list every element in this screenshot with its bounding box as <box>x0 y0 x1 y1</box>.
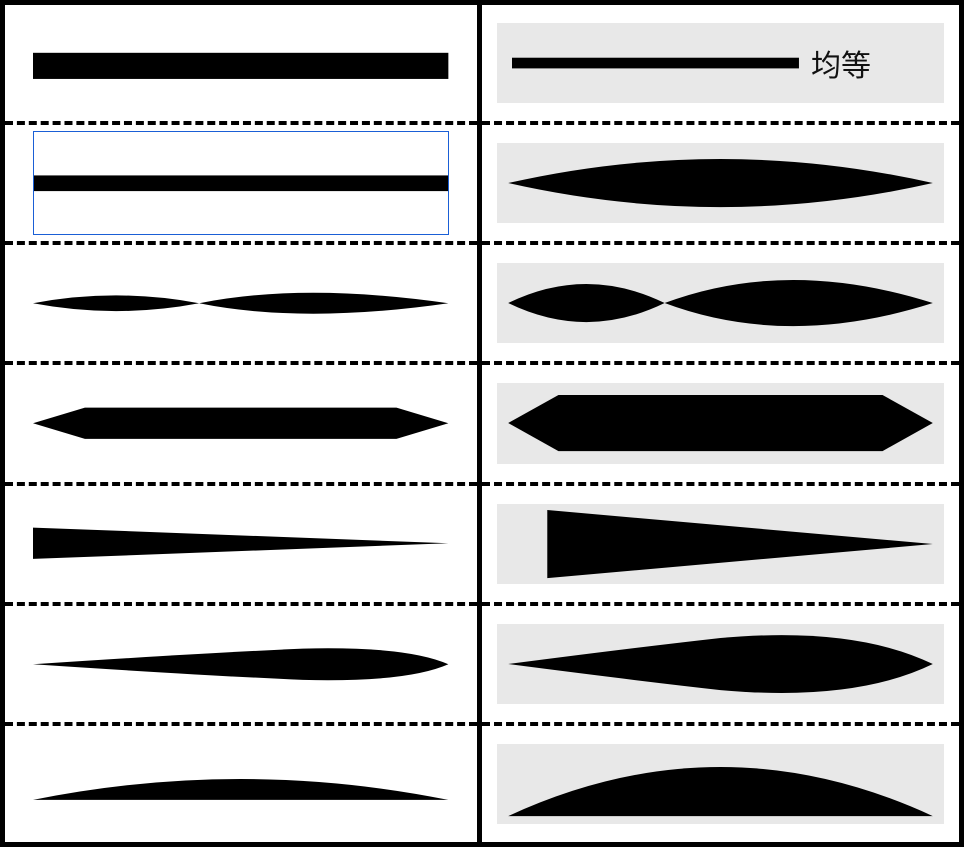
stroke-preview-hexagon-large <box>497 383 944 463</box>
preview-box <box>497 263 944 343</box>
stroke-preview-triangle-large <box>497 504 944 584</box>
stroke-preview-uniform-thin <box>33 131 448 236</box>
table-row[interactable]: 均等 <box>482 5 959 125</box>
preview-box <box>497 744 944 824</box>
stroke-label: 均等 <box>811 41 871 85</box>
preview-box <box>497 624 944 704</box>
stroke-preview-hexagon <box>33 371 448 476</box>
stroke-preview-triangle-right <box>33 491 448 596</box>
table-row[interactable] <box>5 5 477 125</box>
table-row[interactable] <box>482 245 959 365</box>
left-column <box>5 5 482 842</box>
stroke-preview-uniform-large <box>512 23 799 103</box>
stroke-preview-arc-dome <box>497 744 944 824</box>
table-row[interactable] <box>482 726 959 842</box>
table-row[interactable] <box>5 245 477 365</box>
stroke-preview-teardrop-large <box>497 624 944 704</box>
table-row[interactable] <box>482 125 959 245</box>
table-row[interactable] <box>482 486 959 606</box>
stroke-preview-double-diamond <box>33 251 448 356</box>
preview-box <box>497 383 944 463</box>
table-row[interactable] <box>5 486 477 606</box>
stroke-profiles-table: 均等 <box>0 0 964 847</box>
table-row[interactable] <box>482 606 959 726</box>
stroke-preview-uniform <box>33 11 448 116</box>
table-row[interactable] <box>482 365 959 485</box>
right-column: 均等 <box>482 5 959 842</box>
stroke-preview-arc-flat <box>33 732 448 837</box>
stroke-preview-double-bulge <box>497 263 944 343</box>
preview-box: 均等 <box>497 23 944 103</box>
table-row[interactable] <box>5 365 477 485</box>
preview-box <box>497 504 944 584</box>
table-row[interactable] <box>5 125 477 245</box>
table-row[interactable] <box>5 726 477 842</box>
stroke-preview-teardrop-right <box>33 612 448 717</box>
table-row[interactable] <box>5 606 477 726</box>
preview-box <box>497 143 944 223</box>
stroke-preview-lens <box>497 143 944 223</box>
